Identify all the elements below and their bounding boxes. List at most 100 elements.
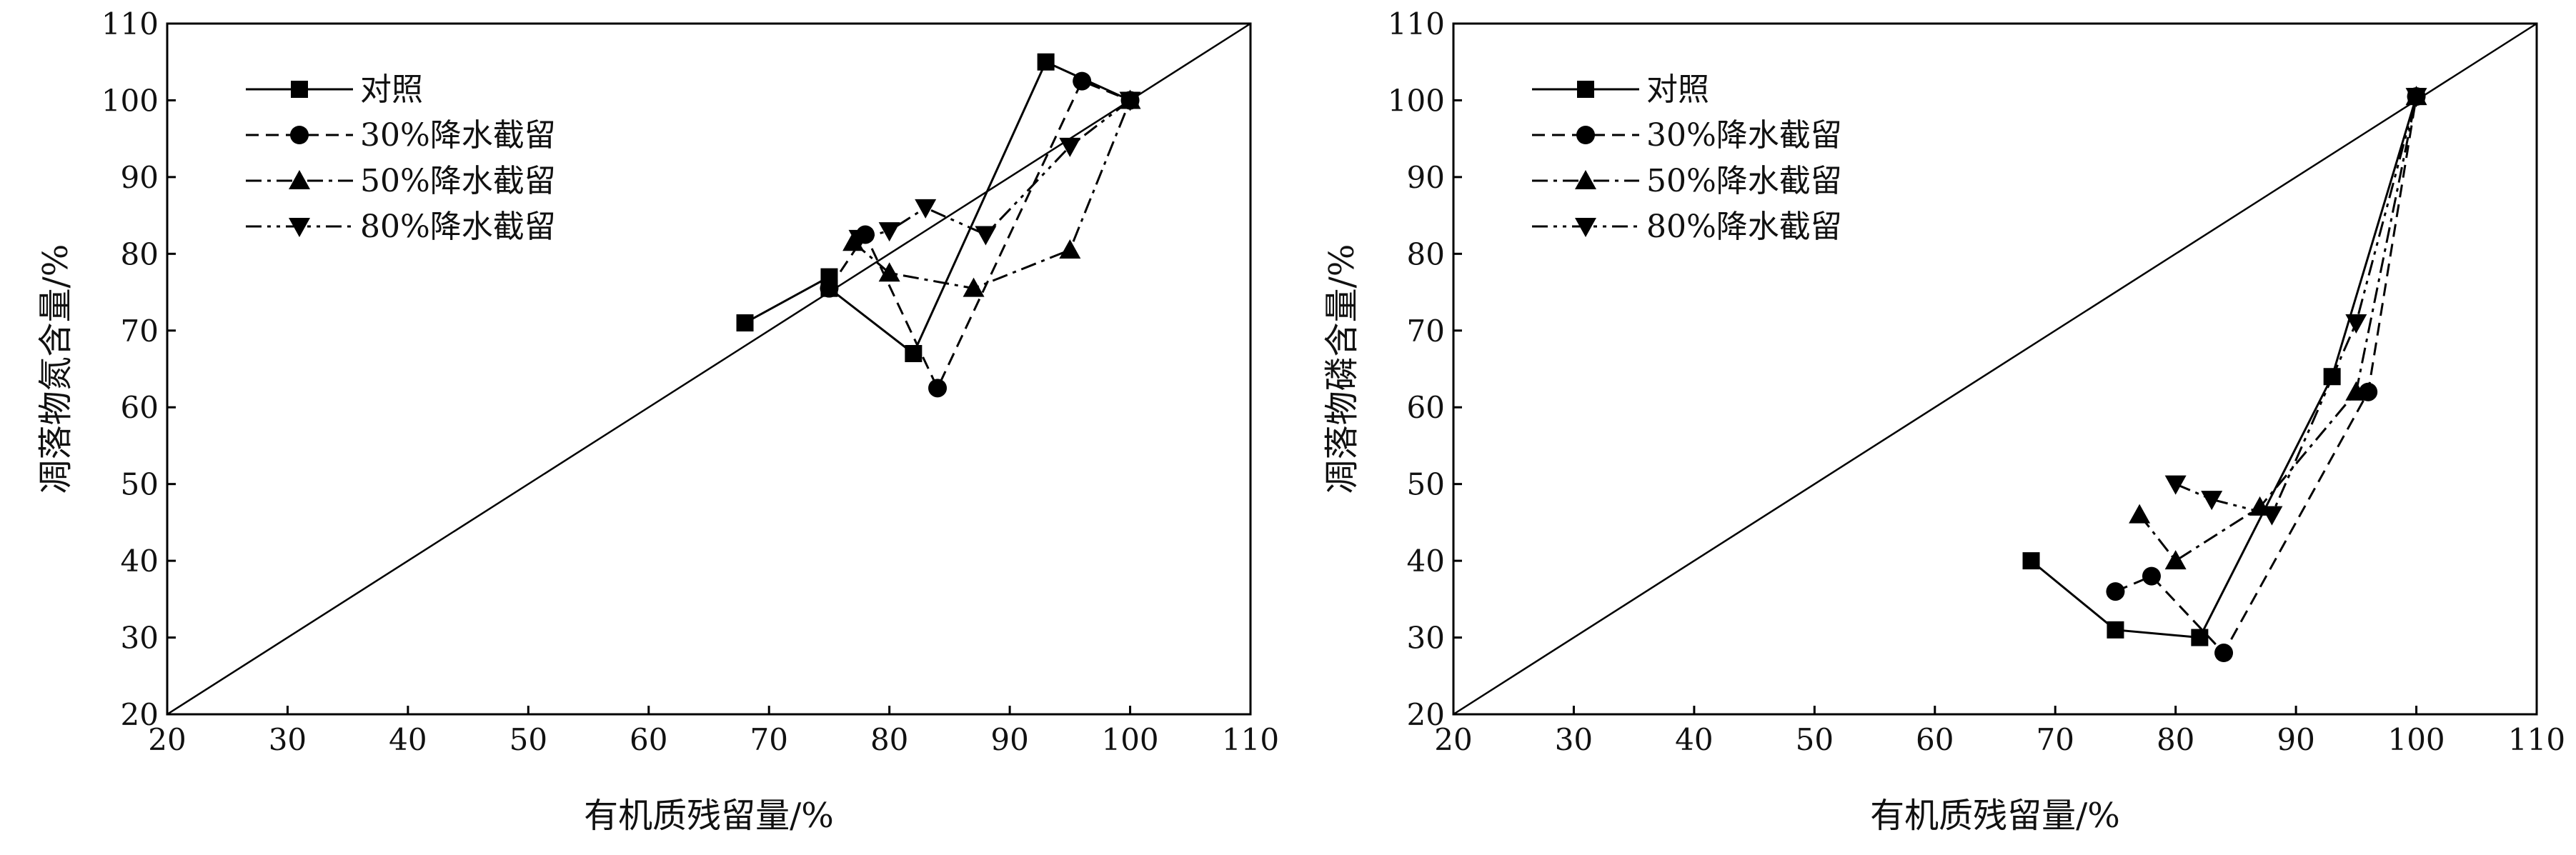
x-tick-label: 100 [1101,722,1158,757]
data-point [2201,491,2223,511]
data-point [736,314,754,332]
y-tick-label: 50 [1407,467,1445,502]
y-tick-label: 30 [1407,621,1445,656]
data-point [1059,137,1081,157]
series-4 [848,91,1141,249]
y-tick-label: 20 [121,697,159,732]
x-tick-label: 30 [1555,722,1593,757]
x-tick-label: 20 [148,722,186,757]
chart-2: 20 30 40 50 60 70 80 90 100 110 20 30 40 50 60 70 80 90 10… [1322,6,2565,836]
y-tick-label: 90 [1407,160,1445,195]
series-2 [820,71,1140,398]
legend: 对照 30%降水截留 50%降水截留 80%降水截留 [1532,71,1842,245]
x-tick-label: 90 [990,722,1028,757]
legend-label: 对照 [1646,71,1709,108]
y-tick-label: 60 [1407,390,1445,425]
series-1 [2022,88,2425,646]
x-tick-label: 110 [2508,722,2565,757]
data-point [1073,71,1092,91]
series-1 [736,53,1139,363]
x-tick-label: 20 [1434,722,1472,757]
data-point [2142,566,2161,586]
legend-marker [1575,170,1596,189]
legend-marker [291,81,308,98]
legend-marker [290,126,309,144]
series-line [852,99,1131,290]
x-tick-label: 80 [870,722,908,757]
data-point [963,277,985,297]
y-axis-label: 凋落物氮含量/% [36,244,76,494]
data-point [878,262,900,282]
y-tick-label: 100 [101,83,159,118]
series-line [2030,96,2417,639]
y-tick-label: 50 [121,467,159,502]
reference-line [1453,22,2537,716]
data-point [878,222,900,242]
y-tick-label: 90 [121,160,159,195]
data-point [2405,88,2427,108]
x-axis-label: 有机质残留量/% [584,796,834,836]
legend-marker [289,170,310,189]
series-line [744,60,1131,356]
series-line [859,99,1131,240]
y-tick-label: 30 [121,621,159,656]
x-tick-label: 70 [750,722,787,757]
data-point [820,279,839,298]
x-tick-label: 90 [2277,722,2314,757]
y-tick-label: 40 [1407,544,1445,579]
legend-label: 30%降水截留 [1646,117,1842,154]
legend-label: 80%降水截留 [360,209,556,245]
legend-label: 对照 [360,71,423,108]
legend-marker [1577,81,1594,98]
data-point [1059,239,1081,259]
data-point [848,229,870,249]
legend-label: 30%降水截留 [360,117,556,154]
y-tick-label: 100 [1388,83,1445,118]
y-tick-label: 80 [121,236,159,271]
y-tick-label: 40 [121,544,159,579]
x-tick-label: 60 [1916,722,1954,757]
x-axis-label: 有机质残留量/% [1870,796,2120,836]
x-tick-label: 60 [630,722,667,757]
series-line [2138,96,2418,563]
y-tick-label: 110 [1388,6,1445,41]
y-tick-label: 70 [121,314,159,349]
series-line [2114,96,2418,655]
data-point [2164,475,2187,495]
data-point [2261,506,2283,526]
data-point [928,379,948,398]
legend-marker [289,218,310,237]
y-tick-label: 110 [101,6,159,41]
series-2 [2106,87,2426,663]
chart-1: 20 30 40 50 60 70 80 90 100 110 20 30 40 50 60 70 80 90 10… [36,6,1279,836]
reference-line [166,22,1251,716]
data-point [975,226,997,246]
y-axis-label: 凋落物磷含量/% [1322,244,1362,494]
x-tick-label: 50 [1796,722,1834,757]
x-tick-label: 110 [1222,722,1279,757]
plot-frame [1452,22,2538,716]
x-tick-label: 80 [2157,722,2194,757]
data-point [2022,552,2040,570]
legend-marker [1575,218,1596,237]
series-3 [842,89,1141,297]
x-tick-label: 40 [1675,722,1713,757]
x-tick-label: 100 [2387,722,2445,757]
series-3 [2129,86,2427,570]
data-point [1119,91,1141,111]
legend-label: 80%降水截留 [1646,209,1842,245]
data-point [915,199,937,219]
data-point [2345,381,2367,401]
data-point [2107,621,2124,639]
x-tick-label: 30 [269,722,307,757]
legend-marker [1576,126,1595,144]
data-point [2345,314,2367,334]
data-point [2214,644,2234,663]
x-tick-label: 40 [389,722,427,757]
data-point [2191,629,2209,646]
y-tick-label: 80 [1407,236,1445,271]
legend-label: 50%降水截留 [1646,163,1842,199]
y-tick-label: 70 [1407,314,1445,349]
x-tick-label: 50 [509,722,547,757]
